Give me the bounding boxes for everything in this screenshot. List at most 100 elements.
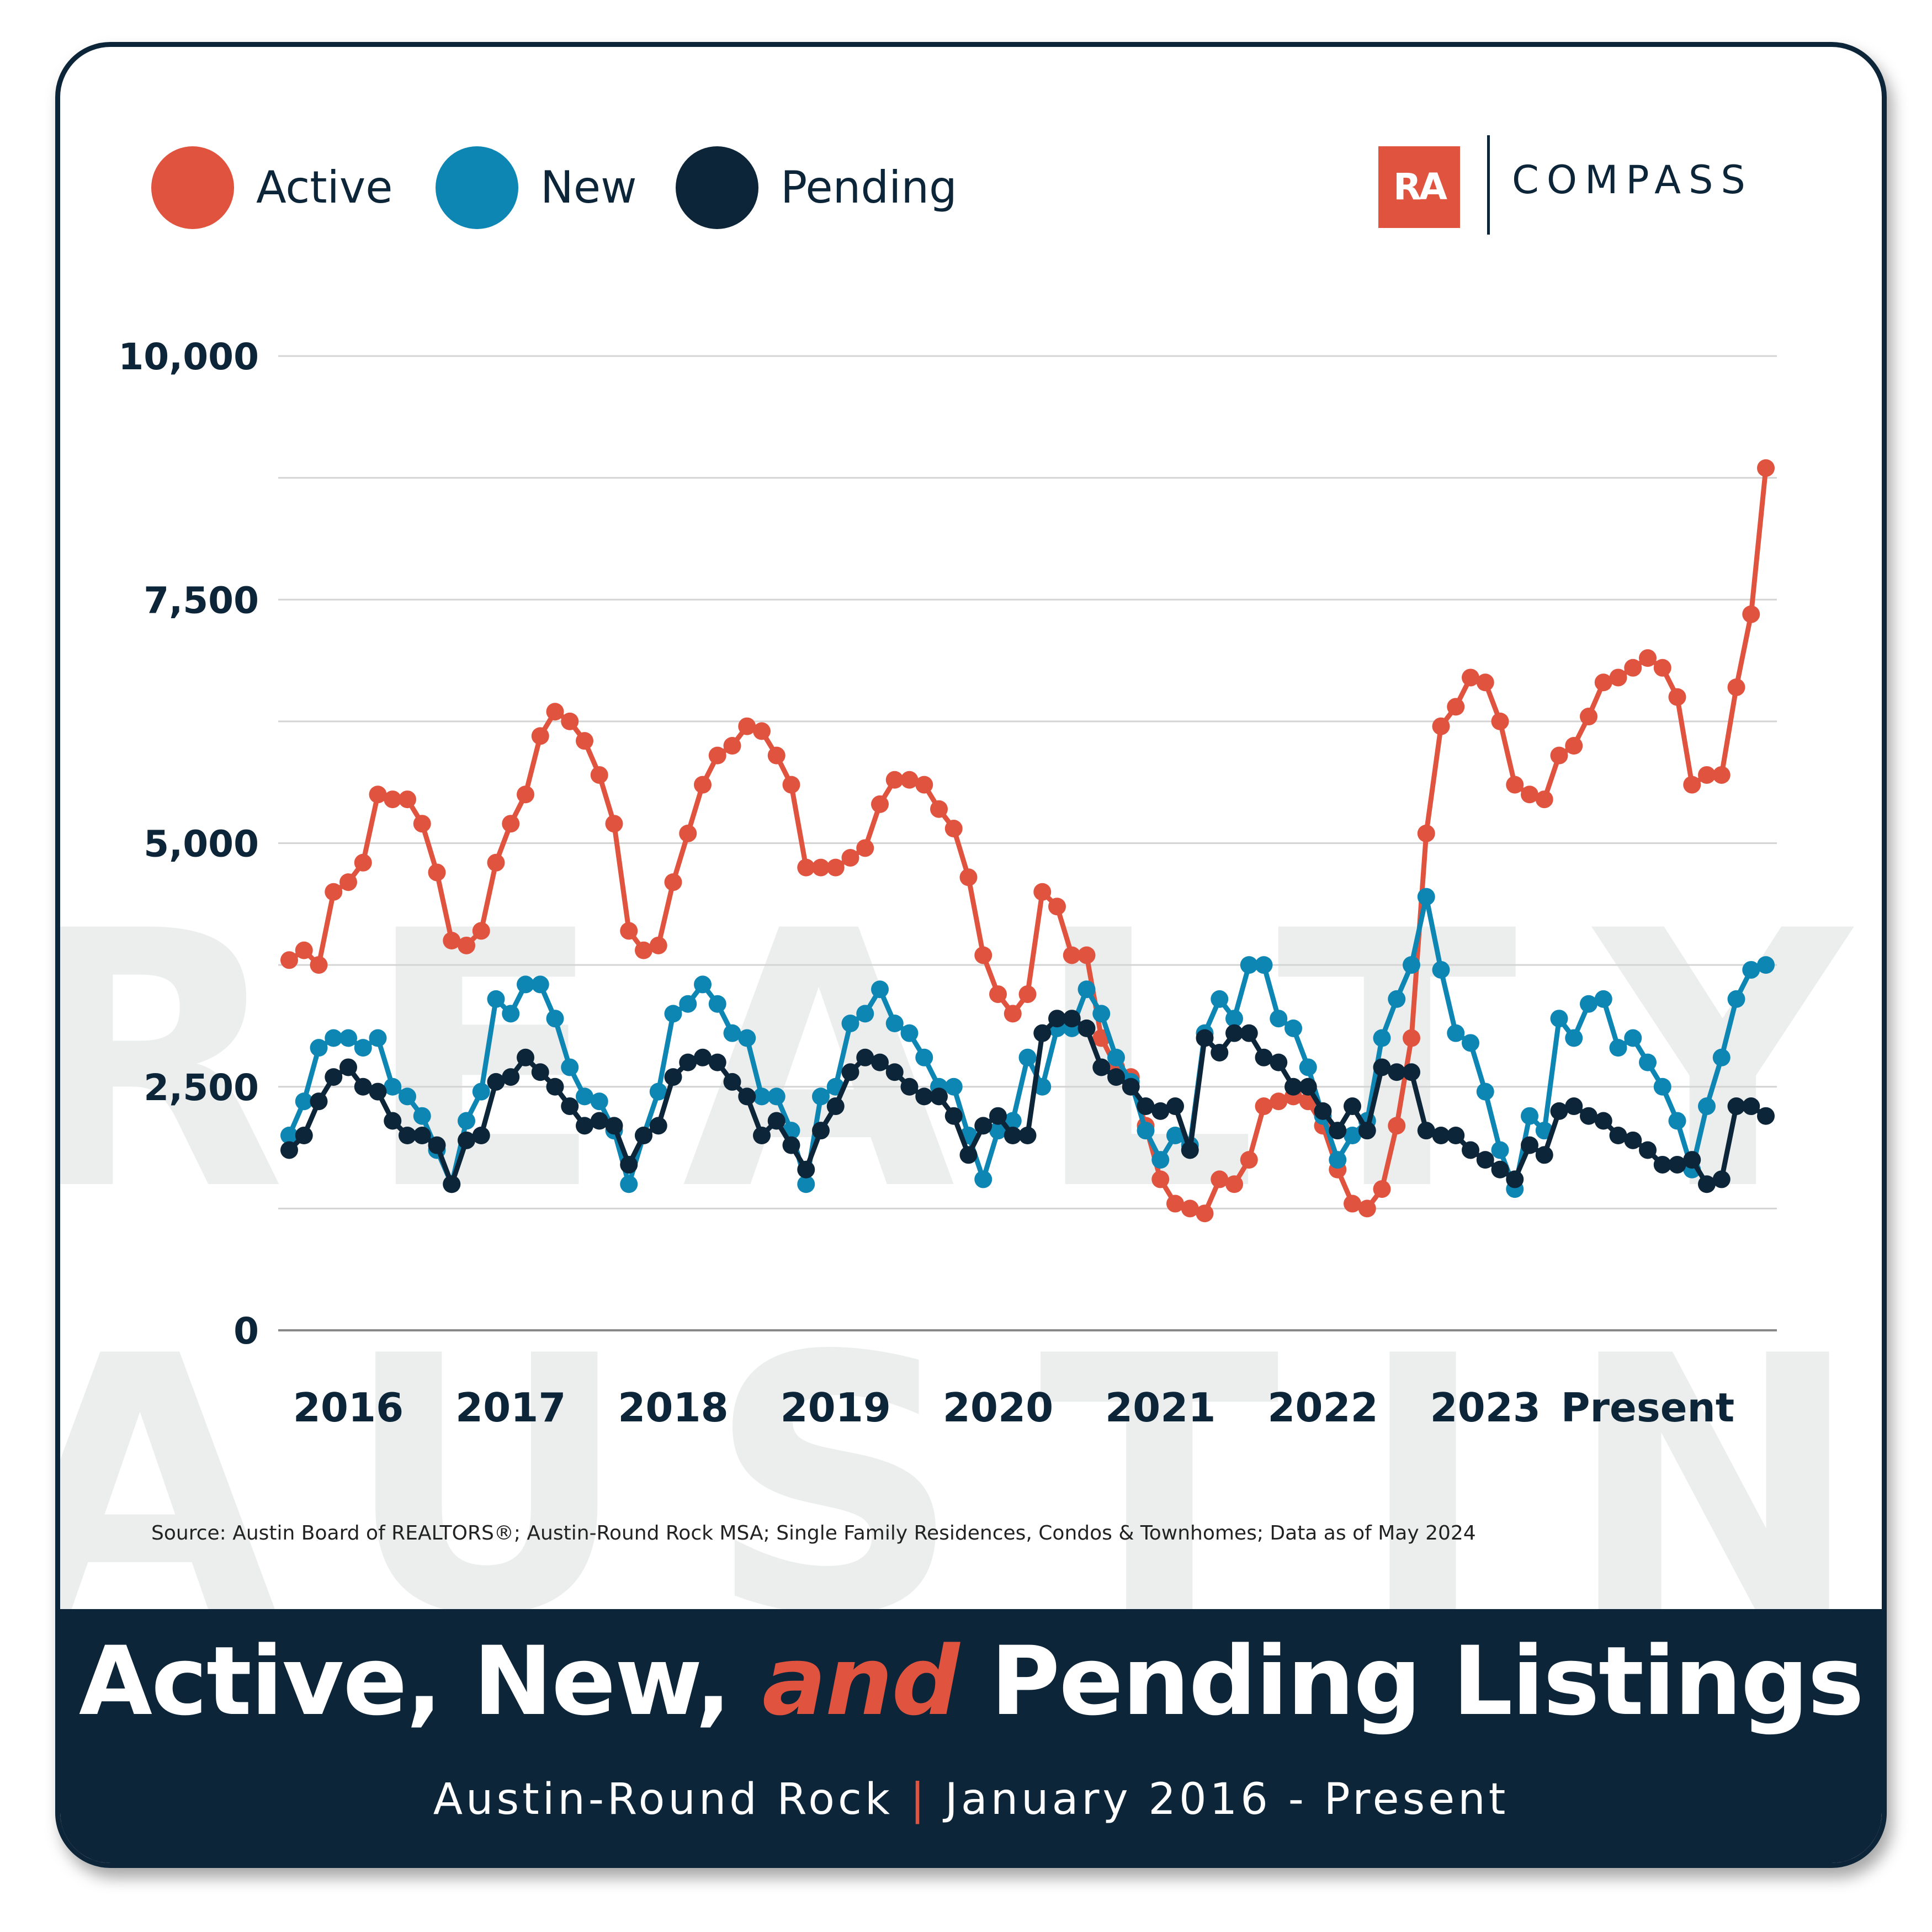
data-point-pending <box>310 1092 328 1111</box>
data-point-pending <box>1329 1122 1347 1140</box>
data-point-pending <box>1033 1024 1052 1042</box>
data-point-new <box>885 1015 904 1033</box>
data-point-active <box>1609 668 1627 687</box>
data-point-new <box>1285 1019 1302 1037</box>
data-point-active <box>561 712 579 730</box>
data-point-new <box>531 975 549 994</box>
data-point-pending <box>974 1117 992 1135</box>
legend-dot-active <box>151 146 234 229</box>
title-part-2: Pending Listings <box>990 1626 1864 1737</box>
data-point-pending <box>1388 1063 1406 1081</box>
data-point-pending <box>1506 1170 1524 1188</box>
data-point-pending <box>989 1107 1007 1125</box>
watermark-text-2: AUSTIN <box>60 1281 1882 1609</box>
x-tick-label: 2020 <box>943 1384 1053 1431</box>
data-point-active <box>517 785 534 804</box>
data-point-active <box>1211 1170 1229 1188</box>
data-point-active <box>1432 717 1450 735</box>
data-point-new <box>561 1058 579 1076</box>
data-point-active <box>974 946 992 964</box>
data-point-active <box>841 848 859 867</box>
data-point-active <box>1491 712 1509 730</box>
data-point-active <box>1742 605 1760 623</box>
data-point-pending <box>531 1063 549 1081</box>
data-point-active <box>295 941 313 959</box>
data-point-pending <box>1092 1058 1111 1076</box>
data-point-new <box>1344 1127 1361 1144</box>
data-point-active <box>1594 673 1612 692</box>
data-point-pending <box>679 1053 697 1071</box>
series-pending <box>280 1010 1775 1193</box>
data-point-new <box>1078 980 1096 999</box>
data-point-active <box>576 732 593 750</box>
data-point-pending <box>959 1146 978 1164</box>
data-point-active <box>1580 708 1597 726</box>
data-point-active <box>1344 1195 1361 1213</box>
data-point-pending <box>915 1087 933 1106</box>
data-point-pending <box>1727 1097 1745 1116</box>
watermark: REALTY AUSTIN <box>60 856 1882 1609</box>
data-point-active <box>797 858 815 877</box>
data-point-pending <box>1550 1102 1568 1120</box>
data-point-pending <box>1018 1127 1037 1144</box>
data-point-pending <box>280 1141 298 1159</box>
legend-label-pending: Pending <box>781 162 957 213</box>
data-point-active <box>620 922 638 940</box>
data-point-new <box>1639 1053 1657 1071</box>
data-point-new <box>369 1029 387 1047</box>
data-point-pending <box>856 1048 874 1066</box>
data-point-active <box>826 858 845 877</box>
data-point-active <box>723 737 741 755</box>
data-point-pending <box>1712 1170 1731 1188</box>
data-point-new <box>1491 1141 1509 1159</box>
data-point-new <box>413 1107 431 1125</box>
data-point-new <box>1447 1024 1465 1042</box>
data-point-new <box>1092 1005 1111 1023</box>
data-point-active <box>1166 1195 1184 1213</box>
data-point-new <box>620 1175 638 1193</box>
data-point-new <box>974 1170 992 1188</box>
data-point-new <box>1521 1107 1538 1125</box>
data-point-new <box>1476 1082 1494 1101</box>
data-point-new <box>1462 1034 1479 1052</box>
data-point-pending <box>1196 1029 1214 1047</box>
line-chart: REALTY AUSTIN 0 2,500 5,000 7,500 10,000 201… <box>60 336 1882 1609</box>
data-point-new <box>1211 990 1229 1008</box>
data-point-pending <box>1417 1122 1435 1140</box>
data-point-active <box>1388 1117 1406 1135</box>
data-point-new <box>989 1122 1007 1140</box>
data-point-pending <box>1344 1097 1361 1116</box>
data-point-active <box>1048 898 1066 916</box>
data-point-pending <box>1211 1043 1229 1061</box>
data-point-active <box>708 746 726 765</box>
ra-logo: RA <box>1378 146 1460 228</box>
data-point-active <box>1358 1199 1376 1218</box>
data-point-new <box>1624 1029 1642 1047</box>
data-point-pending <box>708 1053 726 1071</box>
subtitle-left: Austin-Round Rock <box>433 1775 894 1824</box>
chart-subtitle: Austin-Round Rock | January 2016 - Prese… <box>60 1775 1882 1824</box>
data-point-active <box>605 815 623 833</box>
data-point-active <box>1521 785 1538 804</box>
data-point-pending <box>472 1127 490 1144</box>
data-point-new <box>767 1087 785 1106</box>
data-point-pending <box>605 1117 623 1135</box>
data-point-active <box>944 820 963 838</box>
data-point-new <box>1594 990 1612 1008</box>
data-point-active <box>458 936 475 954</box>
data-point-pending <box>576 1117 593 1135</box>
data-point-new <box>679 995 697 1013</box>
data-point-active <box>1196 1204 1214 1223</box>
watermark-text-1: REALTY <box>60 856 1882 1267</box>
footer-band <box>60 1609 1882 1863</box>
data-point-new <box>310 1039 328 1057</box>
chart-card-inner: REALTY AUSTIN 0 2,500 5,000 7,500 10,000 201… <box>60 47 1882 1863</box>
data-point-active <box>399 790 416 809</box>
data-point-pending <box>1432 1127 1450 1144</box>
title-part-1: Active, New, <box>78 1626 731 1737</box>
data-point-active <box>1373 1180 1391 1198</box>
data-point-pending <box>1698 1175 1716 1193</box>
data-point-active <box>1639 649 1657 667</box>
data-point-new <box>1329 1151 1347 1169</box>
data-point-pending <box>1594 1112 1612 1130</box>
